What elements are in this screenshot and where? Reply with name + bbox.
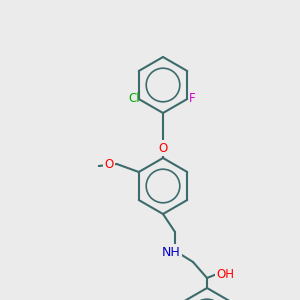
Text: NH: NH: [162, 245, 180, 259]
Text: OH: OH: [216, 268, 234, 281]
Text: F: F: [189, 92, 196, 106]
Text: O: O: [158, 142, 168, 154]
Text: O: O: [104, 158, 113, 170]
Text: Cl: Cl: [128, 92, 140, 106]
